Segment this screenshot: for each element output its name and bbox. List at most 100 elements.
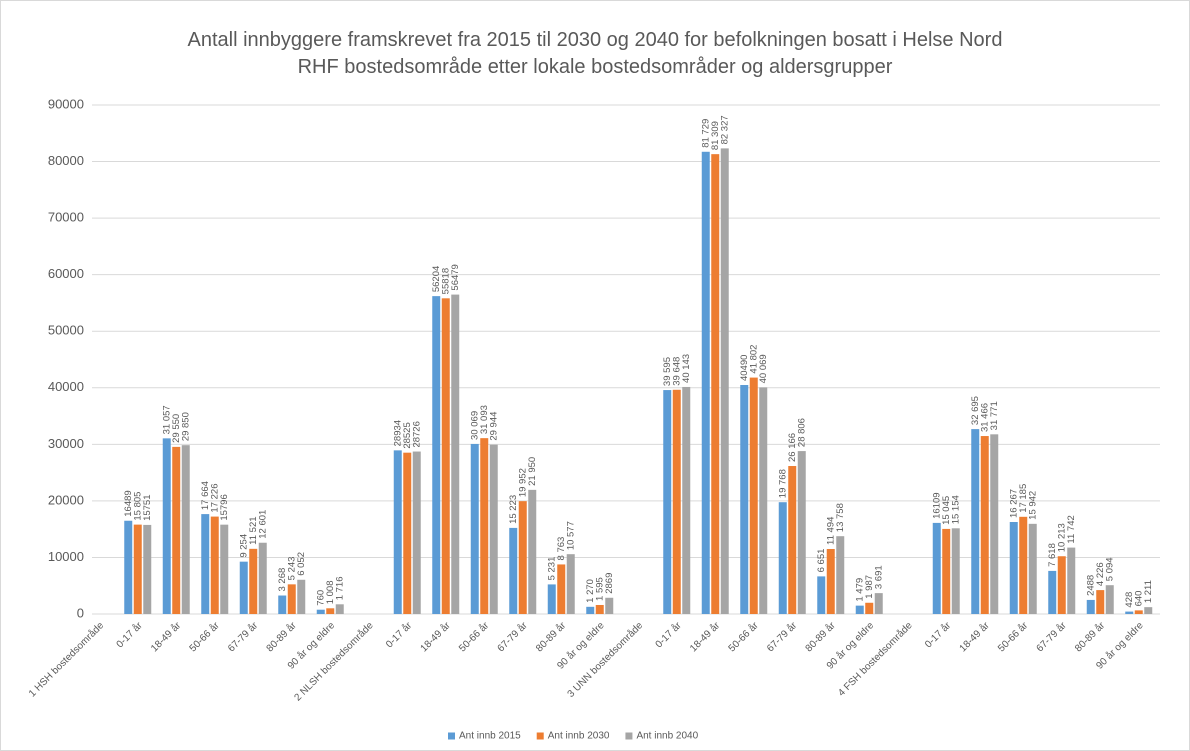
value-label: 15 045 [941, 496, 952, 525]
legend-swatch [536, 732, 544, 740]
value-label: 6 052 [296, 552, 307, 576]
bar [393, 450, 402, 614]
bar [239, 561, 248, 614]
value-label: 31 057 [161, 405, 172, 434]
chart-title: Antall innbyggere framskrevet fra 2015 t… [188, 29, 1003, 51]
bar [220, 524, 229, 614]
value-label: 10 213 [1056, 523, 1067, 552]
value-label: 56204 [431, 266, 442, 292]
value-label: 11 494 [825, 517, 836, 545]
bar [201, 514, 210, 614]
bar [942, 528, 951, 614]
value-label: 82 327 [719, 115, 730, 144]
value-label: 21 950 [527, 457, 538, 486]
value-label: 17 226 [209, 484, 220, 513]
bar [932, 522, 941, 614]
bar [672, 389, 681, 614]
bar [605, 597, 614, 614]
value-label: 39 595 [662, 357, 673, 386]
value-label: 40 069 [758, 354, 769, 383]
bar [663, 390, 672, 614]
value-label: 17 664 [200, 481, 211, 510]
value-label: 8 763 [556, 537, 567, 561]
bar [278, 595, 287, 614]
bar [162, 438, 171, 614]
bar [990, 434, 999, 614]
bar [1134, 610, 1143, 614]
bar [1048, 570, 1057, 614]
bar [1019, 516, 1028, 614]
value-label: 1 716 [334, 577, 345, 601]
bar [489, 444, 498, 614]
value-label: 15 942 [1027, 491, 1038, 520]
value-label: 39 648 [671, 357, 682, 386]
legend-label: Ant innb 2030 [548, 731, 610, 742]
bar [586, 606, 595, 614]
y-tick-label: 90000 [48, 96, 84, 111]
value-label: 40490 [739, 355, 750, 381]
value-label: 9 254 [238, 534, 249, 558]
value-label: 40 143 [681, 354, 692, 383]
value-label: 1 008 [325, 581, 336, 605]
bar [1067, 547, 1076, 614]
y-tick-label: 60000 [48, 266, 84, 281]
value-label: 81 729 [700, 119, 711, 148]
bar [518, 501, 527, 614]
y-tick-label: 20000 [48, 492, 84, 507]
value-label: 10 577 [565, 521, 576, 550]
bar [124, 520, 133, 614]
value-label: 1 270 [585, 579, 596, 603]
legend-label: Ant innb 2015 [459, 731, 521, 742]
value-label: 7 618 [1047, 543, 1058, 567]
value-label: 3 691 [873, 565, 884, 589]
chart-title: RHF bostedsområde etter lokale bostedsom… [298, 56, 893, 78]
bar [682, 386, 691, 614]
bar [701, 151, 710, 614]
bar [326, 608, 335, 614]
value-label: 29 944 [488, 412, 499, 441]
value-label: 16489 [123, 490, 134, 516]
value-label: 28934 [392, 420, 403, 446]
bar [749, 377, 758, 614]
value-label: 28 806 [796, 418, 807, 447]
value-label: 31 771 [989, 401, 1000, 430]
legend-swatch [448, 732, 455, 740]
legend-label: Ant innb 2040 [636, 731, 698, 742]
value-label: 15751 [142, 494, 153, 520]
bar [547, 584, 556, 614]
bar [874, 593, 883, 614]
value-label: 32 695 [970, 396, 981, 425]
value-label: 12 601 [257, 510, 268, 539]
value-label: 6 651 [816, 549, 827, 573]
value-label: 41 802 [748, 345, 759, 374]
bar [759, 387, 768, 614]
bar [826, 548, 835, 614]
bar [133, 524, 142, 614]
value-label: 13 758 [835, 503, 846, 532]
value-label: 640 [1133, 591, 1144, 607]
bar [287, 584, 296, 614]
value-label: 16109 [931, 492, 942, 518]
value-label: 11 521 [248, 516, 259, 544]
value-label: 28726 [411, 421, 422, 447]
value-label: 5 243 [286, 557, 297, 581]
bar [412, 451, 421, 614]
bar [480, 438, 489, 614]
bar [1086, 599, 1095, 614]
bar [1009, 522, 1018, 614]
bar [258, 542, 267, 614]
bar [432, 296, 441, 614]
value-label: 31 093 [479, 405, 490, 434]
bar [181, 445, 190, 614]
value-label: 2488 [1085, 575, 1096, 596]
value-label: 29 850 [180, 412, 191, 441]
value-label: 19 768 [777, 469, 788, 498]
bar [316, 609, 325, 614]
value-label: 1 211 [1143, 580, 1154, 603]
value-label: 4 226 [1095, 562, 1106, 586]
bar [855, 605, 864, 614]
bar [249, 548, 258, 614]
value-label: 28525 [402, 422, 413, 448]
value-label: 81 309 [710, 121, 721, 150]
